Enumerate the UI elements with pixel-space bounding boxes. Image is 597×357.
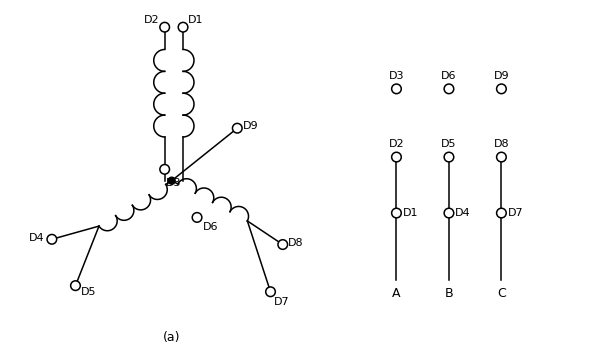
Text: D9: D9 bbox=[494, 71, 509, 81]
Text: D7: D7 bbox=[507, 208, 523, 218]
Text: D4: D4 bbox=[29, 232, 45, 242]
Circle shape bbox=[47, 235, 57, 244]
Text: C: C bbox=[497, 287, 506, 300]
Circle shape bbox=[444, 84, 454, 94]
Text: D8: D8 bbox=[288, 238, 304, 248]
Circle shape bbox=[179, 22, 188, 32]
Text: D8: D8 bbox=[494, 139, 509, 149]
Text: D3: D3 bbox=[165, 178, 181, 188]
Text: A: A bbox=[392, 287, 401, 300]
Circle shape bbox=[70, 281, 80, 291]
Circle shape bbox=[392, 152, 401, 162]
Circle shape bbox=[392, 84, 401, 94]
Text: D1: D1 bbox=[402, 208, 418, 218]
Text: D2: D2 bbox=[389, 139, 404, 149]
Text: D6: D6 bbox=[441, 71, 457, 81]
Circle shape bbox=[168, 177, 175, 184]
Circle shape bbox=[497, 152, 506, 162]
Circle shape bbox=[232, 124, 242, 133]
Text: D5: D5 bbox=[441, 139, 457, 149]
Circle shape bbox=[160, 165, 170, 174]
Circle shape bbox=[160, 22, 170, 32]
Text: D6: D6 bbox=[203, 222, 219, 232]
Text: D7: D7 bbox=[274, 297, 290, 307]
Text: B: B bbox=[445, 287, 453, 300]
Text: D4: D4 bbox=[455, 208, 470, 218]
Circle shape bbox=[497, 84, 506, 94]
Circle shape bbox=[392, 208, 401, 218]
Circle shape bbox=[278, 240, 288, 249]
Circle shape bbox=[192, 213, 202, 222]
Circle shape bbox=[497, 208, 506, 218]
Circle shape bbox=[444, 152, 454, 162]
Circle shape bbox=[266, 287, 275, 297]
Text: D1: D1 bbox=[188, 15, 204, 25]
Text: D2: D2 bbox=[144, 15, 159, 25]
Text: (a): (a) bbox=[163, 331, 180, 344]
Text: D3: D3 bbox=[389, 71, 404, 81]
Text: D9: D9 bbox=[242, 121, 258, 131]
Text: D5: D5 bbox=[81, 287, 96, 297]
Circle shape bbox=[444, 208, 454, 218]
